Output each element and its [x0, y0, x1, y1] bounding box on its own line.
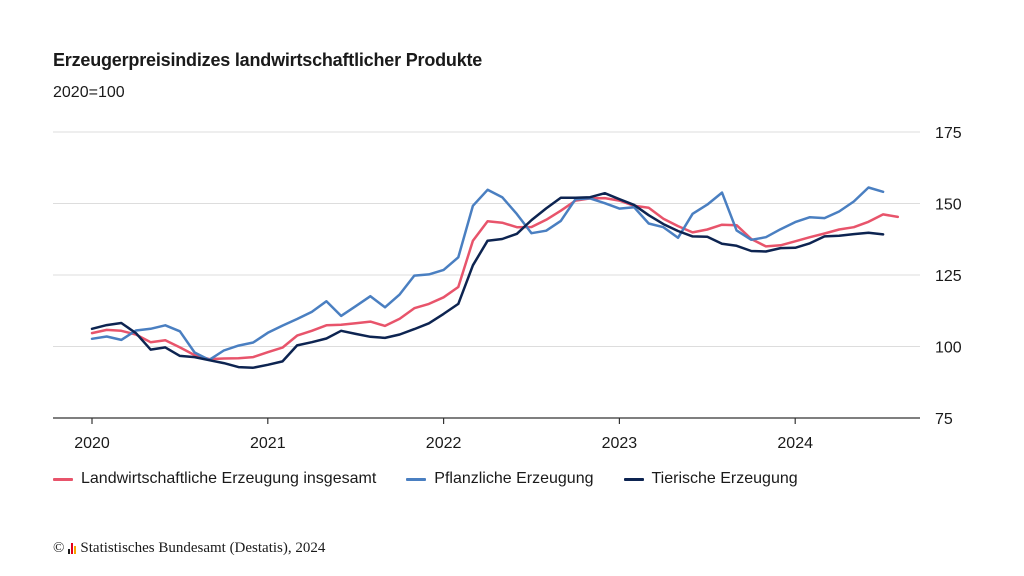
y-tick-label: 125	[935, 268, 962, 285]
legend-item-insgesamt[interactable]: Landwirtschaftliche Erzeugung insgesamt	[53, 470, 376, 488]
series-line-0[interactable]	[90, 196, 900, 361]
legend-swatch-tierisch	[623, 477, 644, 481]
legend-label-tierisch: Tierische Erzeugung	[651, 470, 798, 487]
legend-item-tierisch[interactable]: Tierische Erzeugung	[623, 470, 798, 488]
source-note: © Statistisches Bundesamt (Destatis), 20…	[53, 540, 325, 557]
y-tick-label: 75	[935, 411, 953, 428]
x-tick-label: 2023	[602, 435, 638, 452]
series-line-1[interactable]	[90, 186, 885, 362]
legend-label-insgesamt: Landwirtschaftliche Erzeugung insgesamt	[81, 470, 377, 487]
x-tick-label: 2020	[74, 435, 110, 452]
chart-subtitle: 2020=100	[53, 84, 125, 101]
legend-swatch-pflanzlich	[406, 477, 427, 481]
legend-item-pflanzlich[interactable]: Pflanzliche Erzeugung	[406, 470, 594, 488]
x-tick-label: 2022	[426, 435, 462, 452]
y-tick-label: 175	[935, 125, 962, 142]
y-tick-label: 100	[935, 340, 962, 357]
chart-title: Erzeugerpreisindizes landwirtschaftliche…	[53, 50, 483, 70]
legend: Landwirtschaftliche Erzeugung insgesamt …	[53, 470, 828, 488]
axes: 75 100 125 150 175 2020 2021 2022 2023 2024	[53, 125, 962, 452]
source-text: Statistisches Bundesamt (Destatis), 2024	[80, 540, 326, 556]
copyright-symbol: ©	[53, 540, 65, 556]
legend-swatch-insgesamt	[53, 477, 73, 481]
grid-lines	[53, 131, 920, 347]
destatis-logo-icon	[68, 543, 77, 554]
y-tick-label: 150	[935, 197, 962, 214]
x-tick-label: 2024	[777, 435, 813, 452]
x-tick-label: 2021	[250, 435, 286, 452]
series-lines	[90, 186, 900, 369]
series-line-2[interactable]	[90, 191, 885, 369]
legend-label-pflanzlich: Pflanzliche Erzeugung	[434, 470, 594, 487]
